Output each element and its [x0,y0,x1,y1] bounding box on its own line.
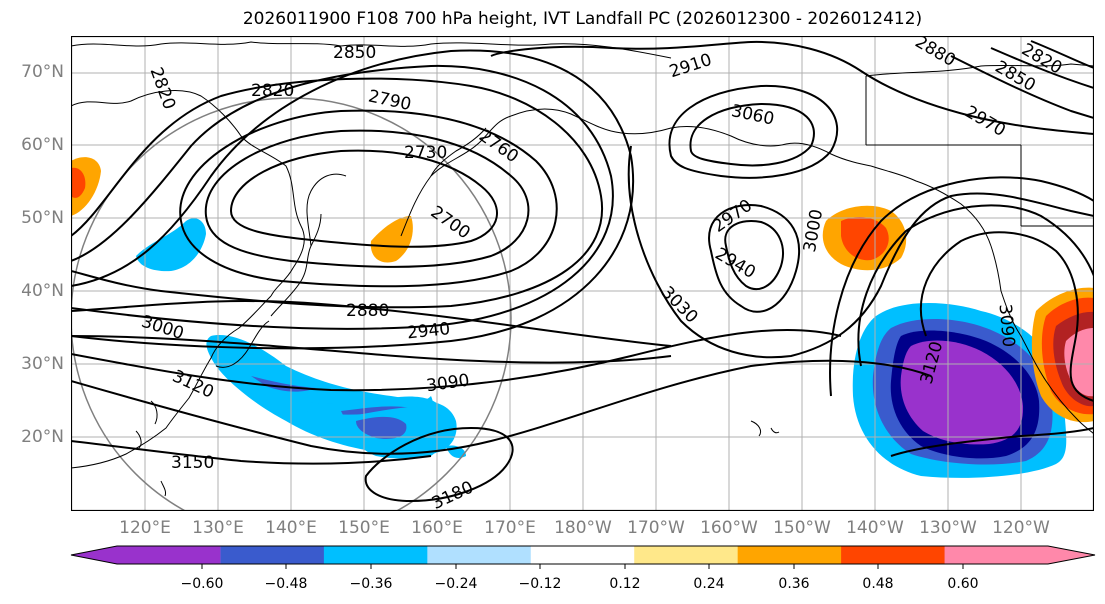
colorbar-tick-label: 0.36 [778,576,810,592]
colorbar-segment [737,546,842,564]
colorbar-segment [634,546,739,564]
graticule [71,36,1094,511]
lon-label: 140°E [265,518,317,538]
colorbar-tick-label: 0.24 [693,576,725,592]
colorbar-tick-label: −0.12 [518,576,562,592]
colorbar-tick-label: 0.12 [609,576,641,592]
lat-label: 20°N [21,427,64,447]
contour-label: 2730 [404,143,447,163]
lat-label: 40°N [21,281,64,301]
map-panel: 2850 2820 2820 2790 2730 2760 2700 2880 … [71,36,1094,511]
colorbar-segment [530,546,635,564]
colorbar-tick-label: −0.24 [434,576,478,592]
lon-label: 150°W [773,518,831,538]
colorbar-segment [841,546,946,564]
contour-label: 3090 [995,303,1019,348]
lon-label: 130°E [192,518,244,538]
contour-label: 2940 [406,319,451,343]
colorbar-tick-label: −0.36 [349,576,393,592]
colorbar-tick-label: −0.48 [264,576,308,592]
colorbar-tick-label: −0.60 [180,576,224,592]
lat-label: 60°N [21,135,64,155]
lon-label: 150°E [338,518,390,538]
colorbar-segment [944,546,1095,564]
lon-label: 170°E [484,518,536,538]
lat-label: 50°N [21,208,64,228]
lon-label: 180°W [554,518,612,538]
colorbar-tick-label: 0.60 [947,576,979,592]
colorbar-tick-label: 0.48 [862,576,894,592]
colorbar-segment [323,546,428,564]
ivt-negative-japan-sea [136,218,206,272]
landfall-radius-circle [71,97,512,511]
lon-label: 160°E [411,518,463,538]
contour-label: 3150 [171,453,214,473]
colorbar-ticks [201,564,964,569]
colorbar-segment [427,546,532,564]
height-contours [71,40,1094,503]
colorbar-segment [220,546,325,564]
lon-label: 140°W [846,518,904,538]
lon-label: 120°E [119,518,171,538]
ivt-positive-kamchatka [370,216,413,263]
contour-label: 2820 [251,81,294,101]
lon-label: 160°W [700,518,758,538]
contour-label: 2850 [333,43,376,63]
lat-label: 70°N [21,62,64,82]
map-title: 2026011900 F108 700 hPa height, IVT Land… [242,9,923,29]
colorbar [70,545,1096,569]
contour-label: 2880 [346,301,389,321]
lon-label: 120°W [992,518,1050,538]
colorbar-segment [71,546,221,564]
lat-label: 30°N [21,354,64,374]
lon-label: 130°W [919,518,977,538]
lon-label: 170°W [627,518,685,538]
